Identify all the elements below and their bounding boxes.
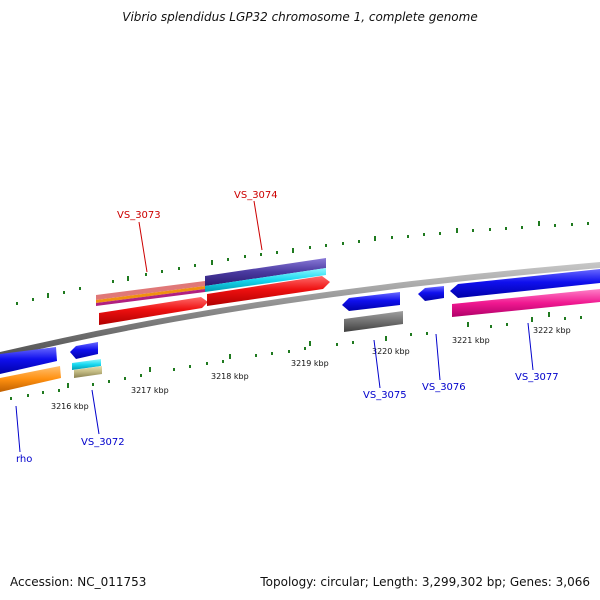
- gene-label-vs3073[interactable]: VS_3073: [117, 210, 161, 221]
- genome-summary-text: Topology: circular; Length: 3,299,302 bp…: [260, 575, 590, 589]
- tick-label-3218: 3218 kbp: [211, 372, 249, 381]
- gene-label-vs3075[interactable]: VS_3075: [363, 390, 407, 401]
- gene-vs3072-cyan-bar[interactable]: [72, 359, 101, 370]
- gene-label-vs3074[interactable]: VS_3074: [234, 190, 278, 201]
- genome-backbone: [0, 262, 600, 358]
- tick-label-3220: 3220 kbp: [372, 347, 410, 356]
- label-leaders: [15, 200, 534, 453]
- tick-label-3221: 3221 kbp: [452, 336, 490, 345]
- gene-vs3076-bar[interactable]: [418, 286, 444, 301]
- gene-vs3075-bar[interactable]: [342, 292, 400, 311]
- gene-labels: VS_3073 VS_3074 rho VS_3072 VS_3075 VS_3…: [16, 190, 559, 465]
- gene-label-vs3072[interactable]: VS_3072: [81, 437, 125, 448]
- lower-scale-ticks: [10, 312, 582, 400]
- map-title: Vibrio splendidus LGP32 chromosome 1, co…: [122, 10, 478, 24]
- gene-vs3073-bars[interactable]: [96, 281, 208, 325]
- gene-vs3077-bar[interactable]: [450, 269, 600, 298]
- gene-label-vs3077[interactable]: VS_3077: [515, 372, 559, 383]
- gene-vs3072-khaki-bar[interactable]: [74, 366, 102, 378]
- leader-vs3074: [253, 200, 263, 251]
- gene-vs3075-gray-bar[interactable]: [344, 311, 403, 332]
- reverse-genes: [0, 269, 600, 392]
- leader-vs3075: [373, 339, 381, 389]
- leader-vs3073: [138, 221, 148, 273]
- scale-labels: 3216 kbp 3217 kbp 3218 kbp 3219 kbp 3220…: [51, 326, 571, 411]
- leader-vs3072: [91, 389, 100, 435]
- gene-label-rho[interactable]: rho: [16, 454, 32, 465]
- gene-vs3074-bars[interactable]: [205, 258, 330, 306]
- upper-scale-ticks: [16, 221, 589, 305]
- gene-vs3077-pink-bar[interactable]: [452, 289, 600, 317]
- tick-label-3216: 3216 kbp: [51, 402, 89, 411]
- gene-rho-lower-bar[interactable]: [0, 366, 61, 392]
- tick-label-3217: 3217 kbp: [131, 386, 169, 395]
- accession-text: Accession: NC_011753: [10, 575, 147, 589]
- tick-label-3219: 3219 kbp: [291, 359, 329, 368]
- leader-rho: [15, 405, 21, 453]
- tick-label-3222: 3222 kbp: [533, 326, 571, 335]
- gene-vs3072-bar[interactable]: [70, 342, 98, 359]
- gene-label-vs3076[interactable]: VS_3076: [422, 382, 466, 393]
- gene-rho-bar[interactable]: [0, 347, 57, 374]
- leader-vs3077: [527, 322, 534, 371]
- forward-genes: [96, 258, 330, 325]
- leader-vs3076: [435, 333, 441, 381]
